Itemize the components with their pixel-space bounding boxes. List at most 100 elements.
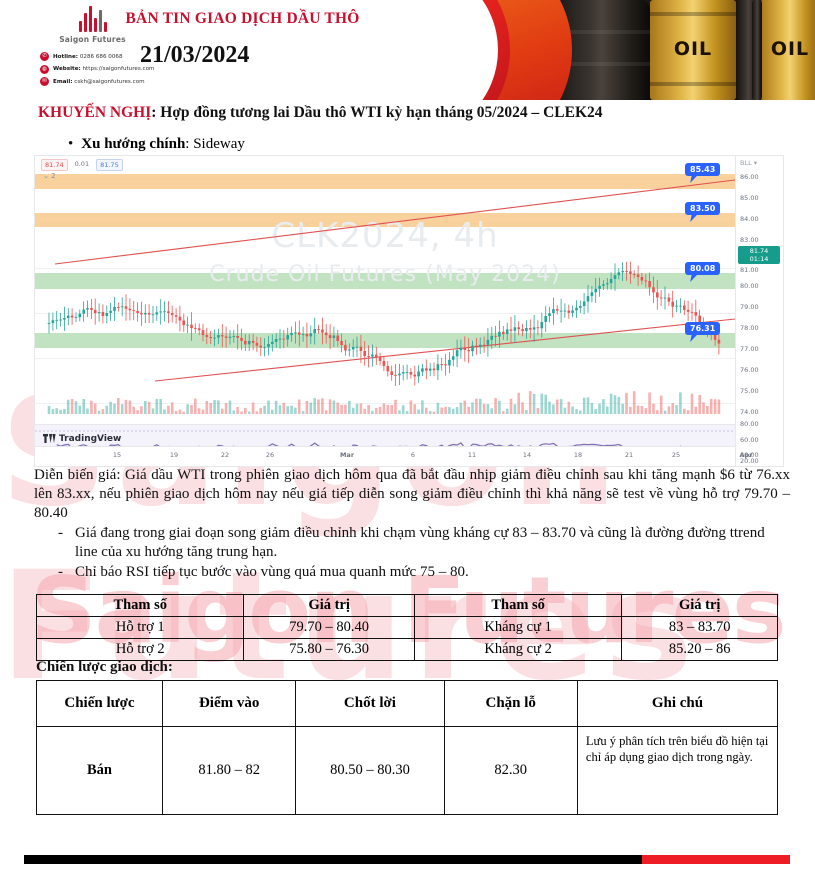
company-name: Saigon Futures: [59, 35, 126, 44]
col-param-2: Tham số: [413, 594, 623, 617]
cell-note: Lưu ý phân tích trên biểu đồ hiện tại ch…: [576, 726, 779, 815]
contact-email-text: Email: cskh@saigonfutures.com: [53, 78, 145, 85]
analysis-paragraph: Diễn biến giá: Giá dầu WTI trong phiên g…: [34, 467, 790, 522]
ytick: 76.00: [740, 366, 759, 374]
cell: Hỗ trợ 1: [35, 616, 245, 639]
barrel-label: OIL: [673, 38, 713, 60]
ytick: 84.00: [740, 215, 759, 223]
time-axis[interactable]: 15 19 22 26 Mar 6 11 14 18 21 25 Apr: [35, 446, 752, 466]
mail-icon: ✉: [40, 77, 49, 86]
col-strategy: Chiến lược: [36, 680, 163, 727]
bullet-dot-icon: •: [68, 136, 74, 152]
cell: 79.70 – 80.40: [243, 616, 415, 639]
rsi-tick: 80.00: [740, 420, 759, 428]
chart-legend: 81.74 0.01 81.75: [41, 159, 123, 171]
cell: 83 – 83.70: [621, 616, 778, 639]
contact-website-text: Website: https://saigonfutures.com: [53, 66, 155, 72]
banner-title: BẢN TIN GIAO DỊCH DẦU THÔ: [125, 10, 360, 27]
list-item: - Giá đang trong giai đoạn song giảm điề…: [58, 524, 790, 562]
resistance-zone-1: [35, 213, 735, 227]
contact-list: ✆ Hotline: 0286 686 0068 ◍ Website: http…: [40, 52, 155, 90]
xtick: 21: [624, 451, 634, 459]
xtick: 15: [112, 451, 122, 459]
cell-takeprofit: 80.50 – 80.30: [295, 726, 445, 815]
footer-accent: [642, 855, 790, 864]
ytick: 77.00: [740, 345, 759, 353]
ytick: 74.00: [740, 408, 759, 416]
rsi-tick: 40.00: [740, 451, 759, 459]
xtick: 18: [573, 451, 583, 459]
strategy-table: Chiến lược Điểm vào Chốt lời Chặn lỗ Ghi…: [36, 680, 779, 815]
xtick: 6: [410, 451, 416, 459]
table-row: Hỗ trợ 1 79.70 – 80.40 Kháng cự 1 83 – 8…: [35, 616, 778, 639]
trend-bullet: • Xu hướng chính: Sideway: [68, 136, 245, 153]
contact-hotline: ✆ Hotline: 0286 686 0068: [40, 52, 155, 61]
globe-icon: ◍: [40, 64, 49, 74]
col-takeprofit: Chốt lời: [295, 680, 445, 727]
price-axis[interactable]: BLL ▾ 86.00 85.00 84.00 83.00 82.00 81.7…: [735, 156, 783, 466]
col-value-1: Giá trị: [243, 594, 415, 617]
price-plot: CLK2024, 4h Crude Oil Futures (May 2024): [35, 156, 735, 424]
contact-website: ◍ Website: https://saigonfutures.com: [40, 64, 155, 74]
logo-bars-icon: [45, 6, 140, 32]
cell: 75.80 – 76.30: [243, 638, 415, 661]
barrel-label: OIL: [770, 38, 810, 60]
price-tag-83: 83.50: [685, 202, 721, 215]
xtick: 22: [220, 451, 230, 459]
header-banner: OIL OIL OIL: [0, 0, 815, 100]
legend-sub-value: 2: [51, 172, 56, 180]
dash-icon: -: [58, 525, 63, 541]
phone-icon: ✆: [40, 52, 49, 61]
price-tag-85: 85.43: [685, 163, 721, 176]
current-price-time: 01:14: [749, 255, 769, 264]
candlestick-svg: [47, 179, 735, 414]
xtick: 25: [671, 451, 681, 459]
support-zone-2: [35, 333, 735, 348]
xtick: 19: [169, 451, 179, 459]
current-price-value: 81.74: [749, 247, 769, 255]
col-stoploss: Chặn lỗ: [443, 680, 578, 727]
tradingview-chart[interactable]: 81.74 0.01 81.75 ⌄ 2 CLK2024, 4h Crude O…: [34, 155, 784, 467]
dash-icon: -: [58, 564, 63, 581]
cell-strategy: Bán: [36, 726, 163, 815]
legend-change: 0.01: [74, 160, 90, 168]
price-tag-80: 80.08: [685, 262, 721, 275]
contact-email: ✉ Email: cskh@saigonfutures.com: [40, 77, 155, 86]
footer-bar: [24, 855, 790, 864]
tradingview-icon: [43, 434, 56, 443]
legend-high: 81.75: [96, 159, 123, 171]
support-zone-1: [35, 273, 735, 289]
legend-sub: ⌄ 2: [43, 172, 56, 180]
levels-table: Tham số Giá trị Tham số Giá trị Hỗ trợ 1…: [35, 594, 778, 661]
xtick: 14: [522, 451, 532, 459]
resistance-zone-2: [35, 174, 735, 189]
ytick: 79.00: [740, 303, 759, 311]
ytick: 80.00: [740, 282, 759, 290]
strategy-title: Chiến lược giao dịch:: [36, 659, 173, 675]
xtick: 11: [467, 451, 477, 459]
cell: 85.20 – 86: [621, 638, 778, 661]
contact-hotline-text: Hotline: 0286 686 0068: [53, 53, 123, 60]
col-param-1: Tham số: [35, 594, 245, 617]
price-tag-76: 76.31: [685, 322, 721, 335]
legend-low: 81.74: [41, 159, 68, 171]
rsi-tick: 60.00: [740, 436, 759, 444]
ytick: 75.00: [740, 387, 759, 395]
cell: Kháng cự 2: [413, 638, 623, 661]
list-item: - Chỉ báo RSI tiếp tục bước vào vùng quá…: [58, 563, 790, 582]
recommendation-keyword: KHUYẾN NGHỊ: [38, 104, 152, 121]
rsi-tick: 20.00: [740, 457, 759, 465]
axis-header: BLL ▾: [740, 159, 758, 167]
recommendation-text: : Hợp đồng tương lai Dầu thô WTI kỳ hạn …: [151, 104, 603, 121]
xtick: 26: [265, 451, 275, 459]
table-row: Bán 81.80 – 82 80.50 – 80.30 82.30 Lưu ý…: [36, 726, 779, 815]
col-note: Ghi chú: [576, 680, 779, 727]
tradingview-label: TradingView: [59, 434, 122, 444]
recommendation-line: KHUYẾN NGHỊ: Hợp đồng tương lai Dầu thô …: [38, 104, 603, 122]
ytick: 78.00: [740, 324, 759, 332]
cell: Hỗ trợ 2: [35, 638, 245, 661]
bullet-text: Chỉ báo RSI tiếp tục bước vào vùng quá m…: [75, 564, 469, 581]
cell-entry: 81.80 – 82: [161, 726, 297, 815]
col-value-2: Giá trị: [621, 594, 778, 617]
trend-label: Xu hướng chính: [81, 136, 186, 152]
